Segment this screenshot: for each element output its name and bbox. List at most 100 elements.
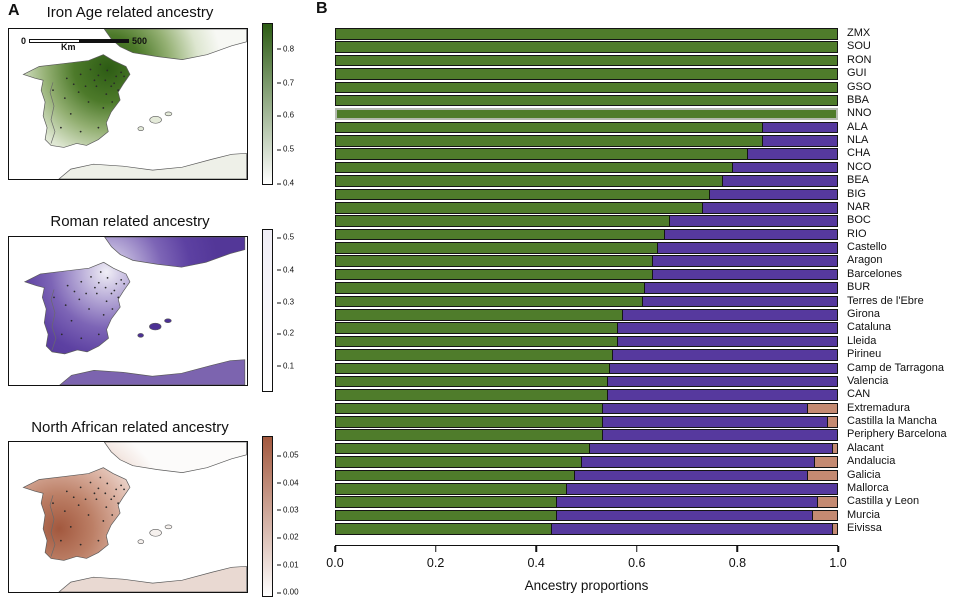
bar-segment-iron-age-related (336, 363, 610, 374)
bar-segment-north-african-related (831, 524, 837, 534)
bar-segment-roman-related (746, 149, 837, 159)
bar-segment-iron-age-related (337, 110, 836, 118)
bar-row (335, 335, 838, 348)
map-scalebar: 0 500 (21, 36, 147, 46)
bar-segment-iron-age-related (336, 296, 642, 307)
bar-row (335, 482, 838, 495)
bar-segment-iron-age-related (336, 443, 589, 454)
bar-label: Pirineu (847, 348, 882, 361)
bar-row (335, 228, 838, 241)
bar-row (335, 242, 838, 254)
bar-row (335, 282, 838, 294)
bar-row (335, 108, 838, 120)
bar-segment-roman-related (656, 243, 837, 253)
bar-label: RON (847, 53, 872, 66)
scalebar-max: 500 (132, 36, 148, 46)
bar-label: BUR (847, 281, 871, 294)
stacked-bar-chart (335, 28, 838, 537)
bar-segment-roman-related (709, 189, 837, 200)
bar-segment-iron-age-related (336, 350, 612, 360)
bar-label: BIG (847, 187, 866, 200)
bar-row (335, 201, 838, 214)
x-axis-tick (736, 546, 739, 552)
bar-segment-iron-age-related (336, 524, 552, 534)
scalebar-unit: Km (61, 42, 76, 52)
bar-row (335, 349, 838, 361)
x-axis-tick-label: 1.0 (829, 556, 847, 570)
bar-segment-iron-age-related (336, 269, 652, 280)
bar-row (335, 375, 838, 388)
bar-segment-north-african-related (811, 510, 837, 521)
colorbar-north-african (262, 436, 273, 597)
colorbar-tick-label: 0.01 (277, 560, 299, 569)
bar-segment-roman-related (609, 363, 837, 374)
bar-label: BBA (847, 93, 870, 106)
bar-row (335, 28, 838, 40)
x-axis-tick (535, 546, 537, 552)
panel-a-label: A (8, 2, 20, 19)
bar-segment-roman-related (551, 524, 832, 534)
x-axis-line (335, 545, 838, 546)
bar-segment-iron-age-related (336, 42, 837, 52)
bar-segment-iron-age-related (336, 403, 602, 414)
bar-segment-roman-related (651, 256, 837, 267)
colorbar-tick-label: 0.00 (277, 588, 299, 597)
bar-label: Castilla la Mancha (847, 415, 937, 428)
bar-label: Camp de Tarragona (847, 361, 945, 374)
bar-row (335, 161, 838, 174)
map-roman (8, 236, 248, 386)
colorbar-tick-label: 0.5 (277, 145, 294, 154)
bar-row (335, 456, 838, 468)
x-axis-tick (837, 546, 839, 552)
bar-segment-iron-age-related (336, 29, 837, 39)
bar-row (335, 215, 838, 227)
colorbar-tick-label: 0.5 (277, 233, 294, 242)
bar-segment-roman-related (664, 229, 837, 240)
bar-label: SOU (847, 40, 871, 53)
bar-segment-iron-age-related (336, 122, 762, 133)
bar-label: Lleida (847, 334, 877, 347)
bar-segment-roman-related (761, 122, 837, 133)
bar-label: Cataluna (847, 321, 892, 334)
bar-segment-iron-age-related (336, 483, 567, 494)
colorbar-tick-label: 0.03 (277, 506, 299, 515)
colorbar-tick-label: 0.4 (277, 179, 294, 188)
bar-row (335, 81, 838, 94)
bar-segment-roman-related (556, 510, 812, 521)
colorbar-tick-label: 0.2 (277, 329, 294, 338)
map-title-iron-age: Iron Age related ancestry (46, 4, 214, 21)
bar-row (335, 496, 838, 508)
x-axis-tick-label: 0.2 (426, 556, 445, 570)
bar-segment-iron-age-related (336, 95, 837, 106)
bar-row (335, 469, 838, 482)
bar-row (335, 429, 838, 441)
panel-b: B ZMX SOU RON GUI GSO BBA NNO ALA NLA CHA NCO BEA BI… (310, 0, 960, 604)
bar-row (335, 94, 838, 107)
bar-segment-iron-age-related (336, 229, 665, 240)
bar-row (335, 322, 838, 334)
bar-label: Terres de l'Ebre (847, 294, 924, 307)
bar-label: ZMX (847, 27, 871, 39)
bar-label: Andalucia (847, 455, 896, 468)
bar-row (335, 509, 838, 522)
bar-segment-iron-age-related (336, 189, 710, 200)
bar-segment-north-african-related (806, 403, 837, 414)
bar-row (335, 268, 838, 281)
bar-row (335, 402, 838, 415)
bar-segment-roman-related (761, 136, 837, 146)
colorbar-tick-label: 0.4 (277, 265, 294, 274)
bar-labels: ZMX SOU RON GUI GSO BBA NNO ALA NLA CHA NCO BEA BIG N… (847, 27, 960, 537)
bar-segment-iron-age-related (336, 336, 617, 347)
bar-segment-roman-related (651, 269, 837, 280)
bar-segment-roman-related (566, 483, 837, 494)
x-axis-tick (636, 546, 638, 552)
bar-segment-roman-related (573, 470, 807, 481)
bar-label: CAN (847, 388, 871, 401)
bar-row (335, 54, 838, 67)
colorbar-tick-label: 0.6 (277, 111, 294, 120)
iberia-map-north-african (22, 442, 247, 592)
bar-label: BOC (847, 214, 871, 227)
bar-row (335, 442, 838, 455)
bar-label: Aragon (847, 254, 883, 267)
